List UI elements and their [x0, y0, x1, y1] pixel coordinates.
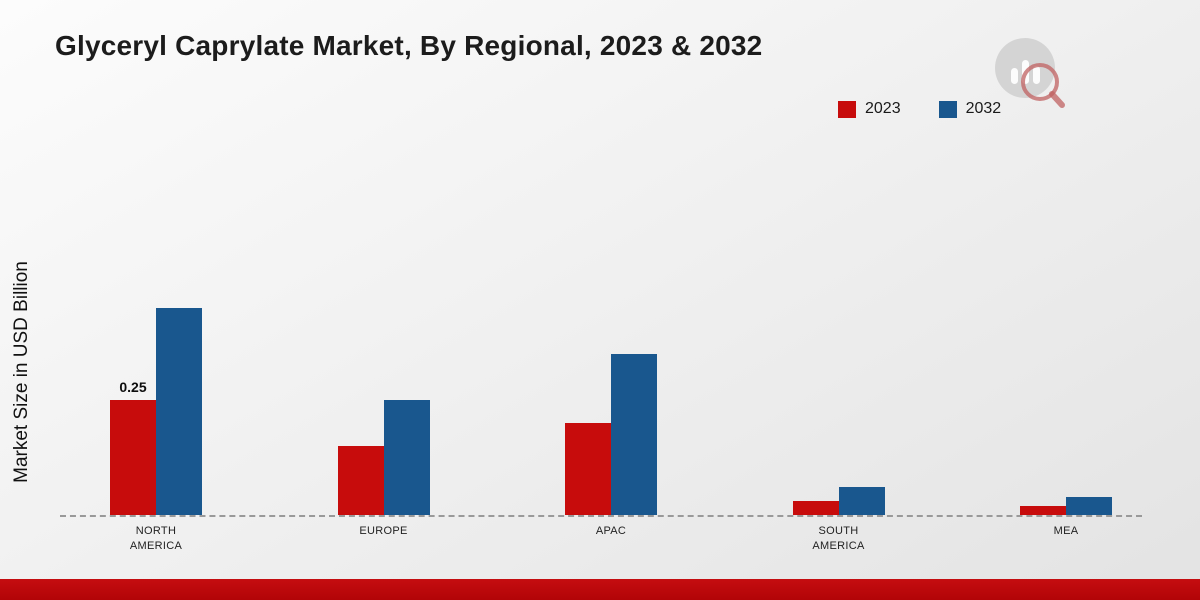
x-axis-tick-mea: MEA	[1053, 525, 1079, 537]
bar-2023-north-america	[110, 400, 156, 515]
data-label-north-america: 0.25	[119, 379, 147, 395]
bar-2032-apac	[611, 354, 657, 515]
bar-2032-south-america	[838, 487, 885, 515]
legend-item-2023: 2023	[838, 100, 901, 118]
brand-logo	[995, 38, 1065, 108]
x-axis-baseline	[60, 515, 1142, 517]
legend-swatch-2023	[838, 100, 856, 118]
legend: 2023 2032	[838, 100, 1001, 118]
bar-group-mea: MEA	[1020, 0, 1112, 537]
x-axis-tick-south-america: SOUTH AMERICA	[812, 525, 865, 552]
legend-label-2032: 2032	[965, 100, 1002, 117]
logo-magnifier-icon	[1021, 63, 1065, 108]
bar-2023-europe	[337, 446, 384, 515]
footer-band	[0, 579, 1200, 600]
bar-2032-north-america	[156, 308, 202, 515]
bar-group-south-america: SOUTH AMERICA	[792, 0, 885, 552]
bar-2032-europe	[383, 400, 430, 515]
plot-area: 0.25 NORTH AMERICA EUROPE APAC SOUTH AMERICA…	[110, 0, 1112, 552]
x-axis-tick-europe: EUROPE	[359, 525, 408, 537]
legend-item-2032: 2032	[938, 100, 1002, 118]
chart-title: Glyceryl Caprylate Market, By Regional, …	[55, 30, 763, 61]
bar-2023-mea	[1020, 506, 1066, 515]
bar-2023-south-america	[792, 501, 839, 515]
legend-swatch-2032	[938, 100, 957, 118]
legend-label-2023: 2023	[865, 100, 901, 117]
bar-group-europe: EUROPE	[337, 0, 430, 537]
x-axis-tick-north-america: NORTH AMERICA	[129, 525, 183, 552]
bar-2032-mea	[1066, 497, 1112, 515]
x-axis-tick-apac: APAC	[595, 525, 627, 537]
bar-group-north-america: 0.25 NORTH AMERICA	[110, 0, 202, 552]
bar-group-apac: APAC	[565, 0, 657, 537]
bar-2023-apac	[565, 423, 611, 515]
